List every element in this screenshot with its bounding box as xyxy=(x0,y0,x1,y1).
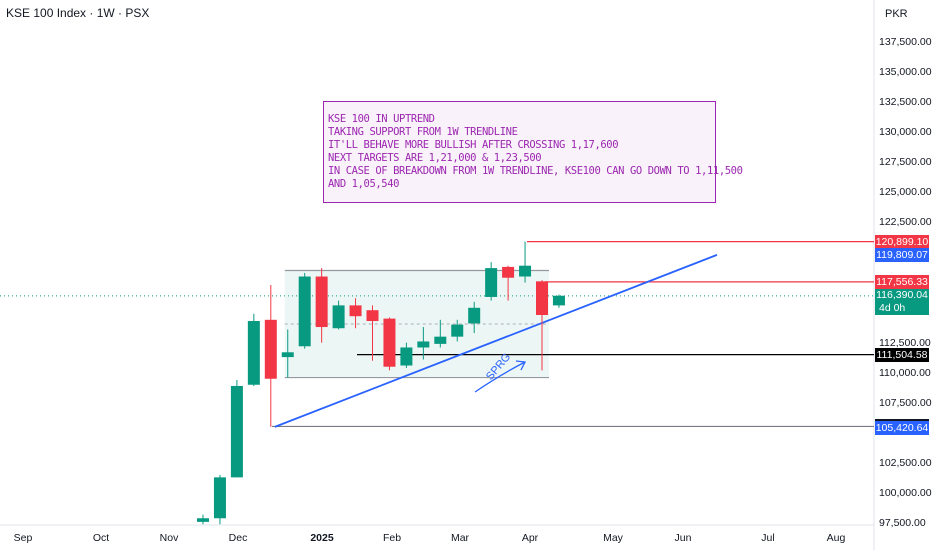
price-tag: 116,390.04 4d 0h xyxy=(875,288,929,315)
x-tick-label: Jun xyxy=(674,532,692,544)
price-tag: 119,809.07 xyxy=(875,247,929,262)
price-tag: 120,899.10 xyxy=(875,234,929,249)
price-tag: 111,504.58 xyxy=(875,347,929,362)
y-tick-label: 107,500.00 xyxy=(879,396,932,409)
x-tick-label: Aug xyxy=(826,532,846,544)
x-tick-label: 2025 xyxy=(310,532,334,544)
annotation-box[interactable]: KSE 100 IN UPTREND TAKING SUPPORT FROM 1… xyxy=(323,101,743,203)
y-tick-label: 130,000.00 xyxy=(879,126,932,139)
y-tick-label: 122,500.00 xyxy=(879,216,932,229)
y-tick-label: 137,500.00 xyxy=(879,36,932,48)
y-tick-label: 102,500.00 xyxy=(879,456,932,469)
y-tick-label: 135,000.00 xyxy=(879,66,932,79)
price-tag-countdown: 4d 0h xyxy=(879,301,906,314)
candle-body-11 xyxy=(383,318,396,367)
candle-body-4 xyxy=(264,319,277,379)
price-tag: 117,556.33 xyxy=(875,274,929,289)
x-tick-label: Dec xyxy=(228,532,248,544)
candle-body-10 xyxy=(366,310,379,322)
y-tick-label: 100,000.00 xyxy=(879,487,932,499)
candle-body-2 xyxy=(230,385,243,478)
x-tick-label: Feb xyxy=(382,532,402,544)
candle-body-15 xyxy=(451,324,464,337)
symbol-title[interactable]: KSE 100 Index · 1W · PSX xyxy=(6,6,150,20)
y-tick-label: 127,500.00 xyxy=(879,156,932,169)
price-tag-value: 111,504.58 xyxy=(876,348,928,361)
y-tick-label: 97,500.00 xyxy=(879,517,926,530)
candle-body-21 xyxy=(552,295,565,306)
candle-body-17 xyxy=(485,268,498,297)
price-tag: 105,420.64 xyxy=(875,420,929,435)
price-tag-value: 116,390.04 xyxy=(876,288,928,301)
candle-body-8 xyxy=(332,305,345,329)
candle-body-7 xyxy=(315,276,328,328)
candle-body-16 xyxy=(468,307,481,324)
annotation-line-2: TAKING SUPPORT FROM 1W TRENDLINE xyxy=(328,126,518,138)
y-tick-label: 112,500.00 xyxy=(879,336,931,349)
candle-body-12 xyxy=(400,347,413,366)
annotation-line-5: IN CASE OF BREAKDOWN FROM 1W TRENDLINE, … xyxy=(328,165,743,177)
x-tick-label: May xyxy=(603,532,623,544)
candle-body-18 xyxy=(502,266,515,278)
candle-body-20 xyxy=(536,281,548,316)
price-tag-value: 105,420.64 xyxy=(875,421,929,434)
price-tag-value: 117,556.33 xyxy=(876,275,928,288)
y-tick-label: 132,500.00 xyxy=(879,96,932,109)
sprg-arrow xyxy=(474,361,526,393)
annotation-line-6: AND 1,05,540 xyxy=(328,178,400,190)
y-tick-label: 110,000.00 xyxy=(879,366,931,379)
candle-body-1 xyxy=(213,477,226,519)
x-tick-label: Mar xyxy=(450,532,470,544)
candle-body-9 xyxy=(349,305,362,317)
annotation-line-3: IT'LL BEHAVE MORE BULLISH AFTER CROSSING… xyxy=(328,139,619,151)
x-tick-label: Apr xyxy=(521,532,539,544)
price-tag-value: 120,899.10 xyxy=(875,235,929,248)
x-tick-label: Sep xyxy=(13,532,33,544)
candle-body-14 xyxy=(434,336,447,344)
candle-body-13 xyxy=(417,341,430,348)
sprg-arrowhead xyxy=(515,360,526,371)
x-tick-label: Jul xyxy=(761,532,775,544)
y-tick-label: 125,000.00 xyxy=(879,186,932,199)
candle-body-5 xyxy=(281,352,294,358)
x-tick-label: Nov xyxy=(159,532,179,544)
x-tick-label: Oct xyxy=(92,532,110,544)
price-tag-value: 119,809.07 xyxy=(876,248,928,261)
currency-label: PKR xyxy=(885,8,908,20)
annotation-line-1: KSE 100 IN UPTREND xyxy=(328,113,435,125)
candle-body-0 xyxy=(197,518,209,522)
trendline xyxy=(274,254,718,428)
annotation-line-4: NEXT TARGETS ARE 1,21,000 & 1,23,500 xyxy=(328,152,542,164)
candle-body-3 xyxy=(247,321,260,385)
candle-body-6 xyxy=(298,276,311,347)
candle-body-19 xyxy=(519,265,532,277)
